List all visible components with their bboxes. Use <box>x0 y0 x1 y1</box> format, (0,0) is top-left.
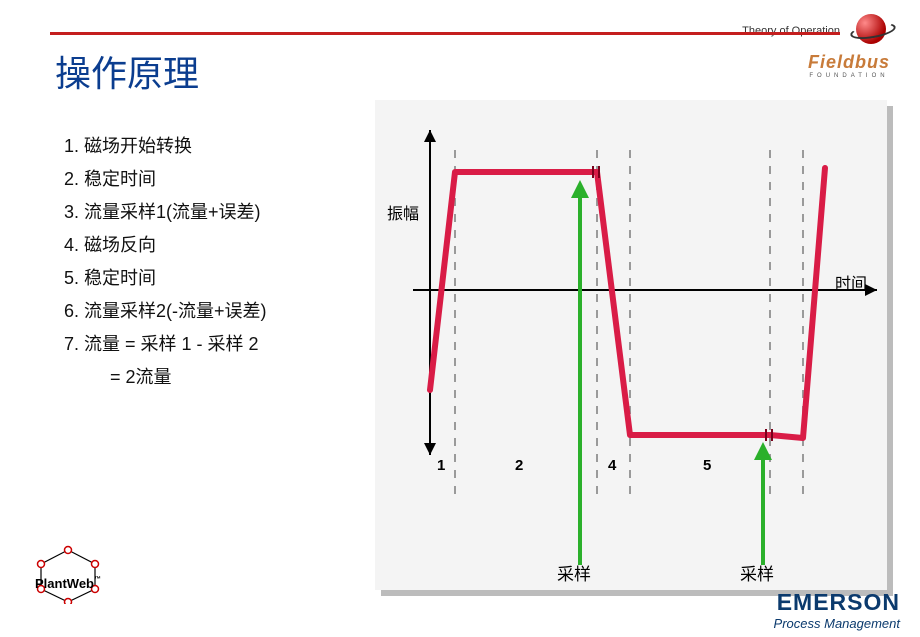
fieldbus-logo: Fieldbus FOUNDATION <box>808 52 890 79</box>
header-divider <box>50 32 840 35</box>
operation-steps-list: 1. 磁场开始转换 2. 稳定时间 3. 流量采样1(流量+误差) 4. 磁场反… <box>64 130 267 394</box>
theory-of-operation-label: Theory of Operation <box>742 25 840 37</box>
sample-label-1: 采样 <box>557 560 591 585</box>
page-title: 操作原理 <box>55 45 199 97</box>
plantweb-tm: ™ <box>94 576 101 583</box>
phase-number-5: 5 <box>703 457 711 474</box>
plantweb-hexagon-icon <box>33 544 103 604</box>
fieldbus-foundation-text: FOUNDATION <box>808 73 890 79</box>
x-axis-label: 时间 <box>835 270 867 294</box>
plantweb-logo: PlantWeb™ <box>28 544 108 619</box>
list-item: 2. 稳定时间 <box>64 163 267 196</box>
emerson-sub-text: Process Management <box>774 616 900 631</box>
planet-logo-icon <box>852 12 890 50</box>
plantweb-text: PlantWeb™ <box>28 576 108 591</box>
list-item: 7. 流量 = 采样 1 - 采样 2 <box>64 328 267 361</box>
y-axis-label: 振幅 <box>387 200 419 224</box>
phase-number-1: 1 <box>437 457 445 474</box>
list-item: 6. 流量采样2(-流量+误差) <box>64 295 267 328</box>
waveform-chart: 振幅 时间 1 2 4 5 采样 采样 <box>375 100 895 600</box>
list-item: 1. 磁场开始转换 <box>64 130 267 163</box>
phase-number-2: 2 <box>515 457 523 474</box>
list-item: = 2流量 <box>64 361 267 394</box>
fieldbus-text: Fieldbus <box>808 52 890 73</box>
list-item: 4. 磁场反向 <box>64 229 267 262</box>
list-item: 3. 流量采样1(流量+误差) <box>64 196 267 229</box>
plantweb-name: PlantWeb <box>35 576 94 591</box>
sample-label-2: 采样 <box>740 560 774 585</box>
chart-svg <box>375 100 887 590</box>
emerson-logo: EMERSON Process Management <box>774 589 900 631</box>
phase-number-4: 4 <box>608 457 616 474</box>
emerson-main-text: EMERSON <box>774 589 900 616</box>
header-right: Theory of Operation <box>742 12 890 50</box>
list-item: 5. 稳定时间 <box>64 262 267 295</box>
